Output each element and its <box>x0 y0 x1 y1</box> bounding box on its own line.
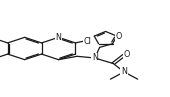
Text: O: O <box>116 32 122 41</box>
Text: N: N <box>56 33 61 42</box>
Text: O: O <box>124 50 130 59</box>
Text: N: N <box>121 67 127 76</box>
Text: N: N <box>92 53 98 62</box>
Text: Cl: Cl <box>84 37 92 46</box>
